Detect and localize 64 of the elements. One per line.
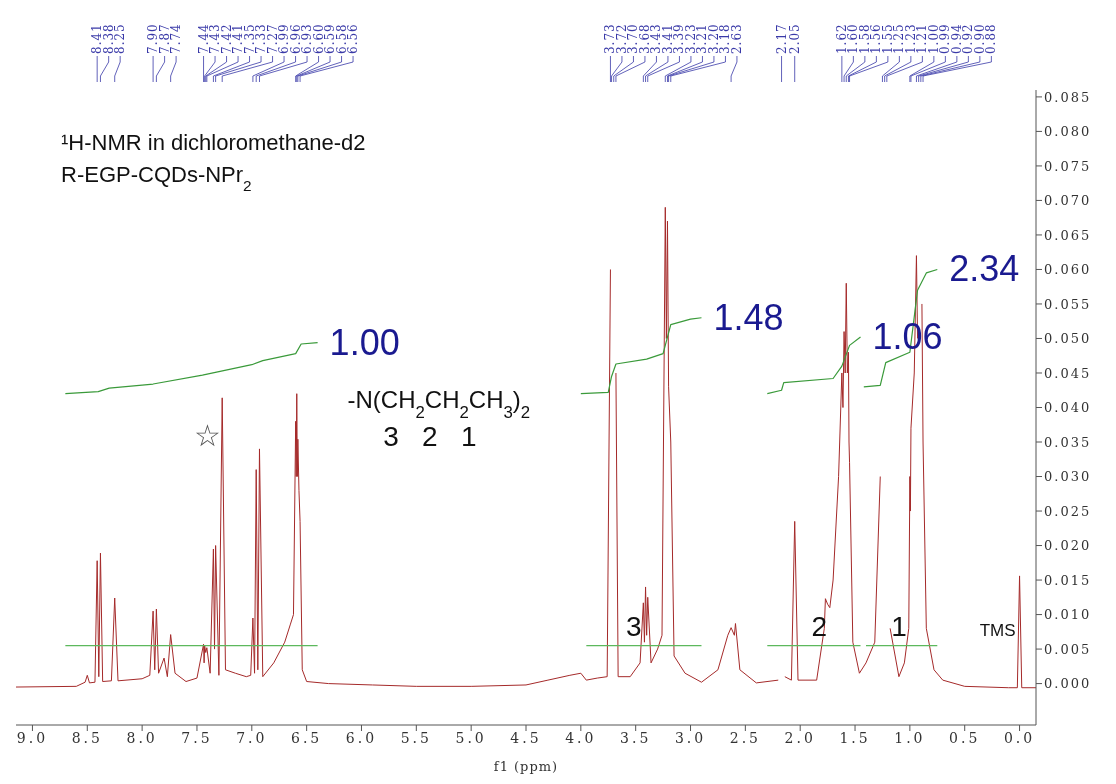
x-tick-label: 2.0 [784, 729, 816, 746]
y-tick-label: 0.060 [1044, 262, 1092, 278]
x-tick-label: 4.5 [510, 729, 542, 746]
annotation: 2.17 [774, 23, 789, 54]
y-tick-label: 0.005 [1044, 641, 1092, 657]
text: ¹H-NMR in dichloromethane-d2 [61, 130, 366, 155]
x-tick-label: 8.5 [71, 729, 103, 746]
y-tick-label: 0.045 [1044, 365, 1092, 381]
line-series [580, 317, 703, 395]
y-tick-label: 0.035 [1044, 434, 1092, 450]
y-tick-label: 0.010 [1044, 607, 1092, 623]
x-tick-label: 5.0 [455, 729, 487, 746]
annotation: 3 2 1 [383, 420, 477, 452]
x-tick-label: 8.0 [126, 729, 158, 746]
y-tick-label: 0.075 [1044, 158, 1092, 174]
x-tick-label: 2.5 [729, 729, 761, 746]
annotation: 2.34 [949, 248, 1020, 290]
y-tick-label: 0.050 [1044, 331, 1092, 347]
x-tick-label: 0.0 [1003, 729, 1036, 746]
y-tick-label: 0.080 [1044, 124, 1092, 140]
y-tick-label: 0.025 [1044, 503, 1092, 519]
y-tick-label: 0.015 [1044, 572, 1092, 588]
y-tick-label: 0.020 [1044, 538, 1092, 554]
x-tick-label: 1.0 [894, 729, 926, 746]
annotation: 6.56 [346, 23, 361, 54]
annotation: 2.05 [787, 23, 802, 54]
annotation: 3.41 [660, 23, 675, 54]
annotation: 1 [891, 611, 907, 643]
annotation: 3.68 [637, 23, 652, 54]
annotation: 3 [625, 611, 642, 643]
y-tick-label: 0.085 [1044, 89, 1092, 105]
x-tick-label: 3.0 [674, 729, 707, 746]
annotation: 0.88 [984, 23, 999, 54]
x-tick-label: 7.0 [236, 729, 268, 746]
annotation: 3.20 [706, 23, 721, 54]
annotation: TMS [979, 620, 1016, 640]
x-tick-label: 1.5 [839, 729, 871, 746]
x-axis-title: f1 (ppm) [493, 759, 559, 774]
x-tick-label: 6.5 [291, 729, 323, 746]
y-tick-label: 0.040 [1044, 400, 1092, 416]
annotation: 1.00 [329, 321, 400, 363]
annotation: 1.48 [713, 296, 784, 338]
line-series [64, 342, 319, 395]
text: R-EGP-CQDs-NPr$_{2}$ [61, 162, 252, 194]
x-tick-label: 9.0 [16, 729, 49, 746]
x-tick-label: 6.0 [345, 729, 378, 746]
annotation: ☆ [194, 418, 222, 452]
annotation: 2.63 [729, 23, 744, 54]
annotation: -N(CH$_{2}$CH$_{2}$CH$_{3}$)$_{2}$ [347, 385, 531, 421]
y-tick-label: 0.030 [1044, 469, 1092, 485]
y-tick-label: 0.070 [1044, 193, 1092, 209]
y-tick-label: 0.065 [1044, 227, 1092, 243]
x-tick-label: 7.5 [181, 729, 213, 746]
x-tick-label: 3.5 [620, 729, 652, 746]
x-tick-label: 5.5 [400, 729, 432, 746]
x-tick-label: 4.0 [565, 729, 597, 746]
y-tick-label: 0.000 [1044, 676, 1092, 692]
annotation: 8.25 [113, 23, 128, 54]
annotation: 3.72 [614, 23, 629, 54]
annotation: 7.74 [169, 23, 184, 54]
line-series [766, 336, 862, 395]
y-tick-label: 0.055 [1044, 296, 1092, 312]
x-tick-label: 0.5 [949, 729, 981, 746]
annotation: 3.23 [683, 23, 698, 54]
